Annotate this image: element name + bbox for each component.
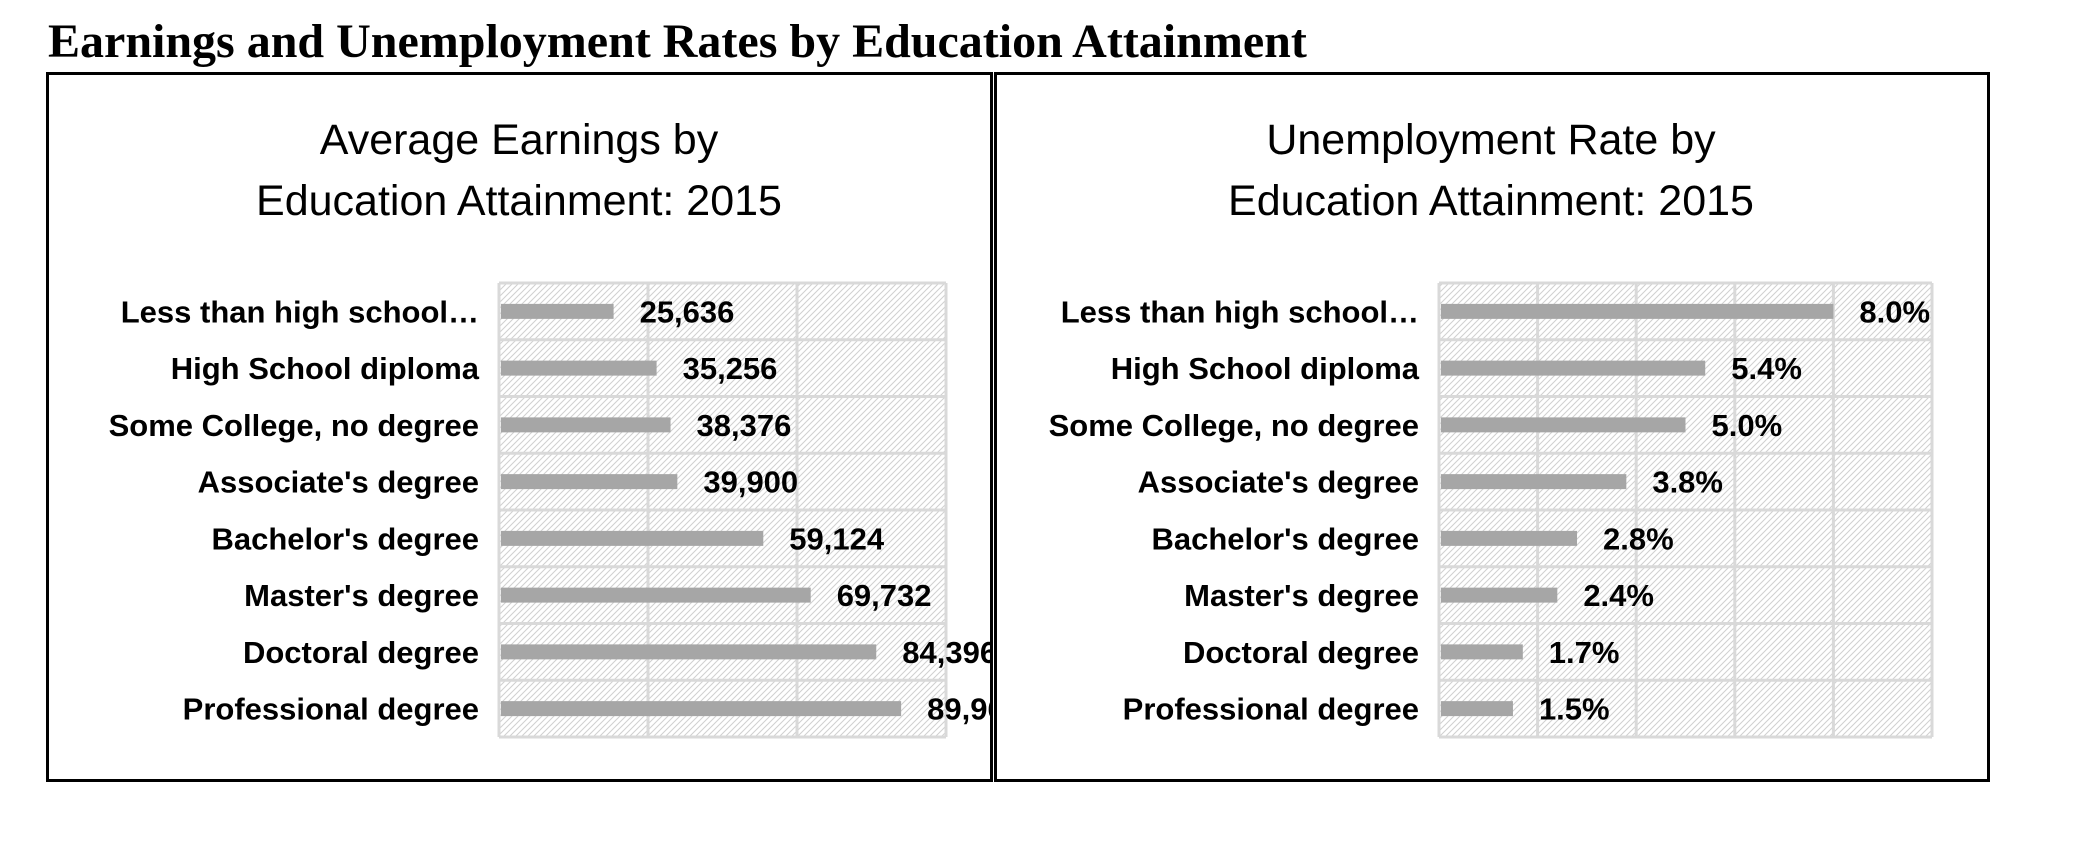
earnings-category-label: Doctoral degree: [243, 635, 479, 670]
earnings-category-label: Professional degree: [183, 692, 479, 727]
earnings-bar: [501, 474, 678, 490]
unemployment-data-label: 5.4%: [1731, 351, 1802, 386]
earnings-bar: [501, 303, 614, 319]
earnings-category-label: Master's degree: [244, 578, 479, 613]
earnings-category-label: High School diploma: [171, 351, 480, 386]
unemployment-category-label: Less than high school…: [1061, 294, 1419, 329]
unemployment-bar: [1441, 474, 1627, 490]
earnings-data-label: 89,960: [927, 692, 990, 727]
unemployment-data-label: 1.5%: [1539, 692, 1610, 727]
earnings-bar: [501, 701, 902, 717]
earnings-data-label: 59,124: [789, 521, 885, 556]
earnings-bar: [501, 587, 811, 603]
unemployment-category-label: Associate's degree: [1138, 465, 1419, 500]
unemployment-data-label: 2.4%: [1583, 578, 1654, 613]
earnings-category-label: Some College, no degree: [109, 408, 479, 443]
unemployment-chart-panel: Unemployment Rate by Education Attainmen…: [994, 72, 1990, 782]
unemployment-category-label: Master's degree: [1184, 578, 1419, 613]
earnings-data-label: 35,256: [683, 351, 778, 386]
unemployment-bar: [1441, 701, 1513, 717]
earnings-category-label: Bachelor's degree: [211, 521, 479, 556]
earnings-chart-panel: Average Earnings by Education Attainment…: [46, 72, 993, 782]
unemployment-category-label: Professional degree: [1123, 692, 1419, 727]
unemployment-bar: [1441, 644, 1523, 660]
earnings-chart-title-line-1: Average Earnings by: [320, 116, 719, 164]
unemployment-data-label: 3.8%: [1652, 465, 1723, 500]
unemployment-category-label: Bachelor's degree: [1151, 521, 1419, 556]
unemployment-chart-title-line-2: Education Attainment: 2015: [1228, 177, 1754, 225]
unemployment-category-label: High School diploma: [1111, 351, 1420, 386]
page-title: Earnings and Unemployment Rates by Educa…: [48, 15, 1307, 68]
earnings-data-label: 38,376: [697, 408, 792, 443]
unemployment-data-label: 1.7%: [1549, 635, 1620, 670]
earnings-data-label: 69,732: [837, 578, 932, 613]
unemployment-data-label: 8.0%: [1859, 294, 1930, 329]
earnings-data-label: 84,396: [902, 635, 990, 670]
unemployment-bar: [1441, 360, 1706, 376]
unemployment-category-label: Some College, no degree: [1049, 408, 1419, 443]
unemployment-data-label: 2.8%: [1603, 521, 1674, 556]
unemployment-bar: [1441, 303, 1834, 319]
earnings-category-label: Associate's degree: [198, 465, 479, 500]
unemployment-chart: Unemployment Rate by Education Attainmen…: [1049, 116, 1934, 739]
unemployment-bar: [1441, 587, 1558, 603]
unemployment-bar: [1441, 530, 1578, 546]
earnings-bar: [501, 360, 657, 376]
unemployment-category-label: Doctoral degree: [1183, 635, 1419, 670]
earnings-bar: [501, 530, 764, 546]
unemployment-bar: [1441, 417, 1686, 433]
earnings-bar: [501, 417, 671, 433]
earnings-bar: [501, 644, 877, 660]
earnings-data-label: 25,636: [640, 294, 735, 329]
unemployment-data-label: 5.0%: [1712, 408, 1783, 443]
earnings-category-label: Less than high school…: [121, 294, 479, 329]
earnings-chart: Average Earnings by Education Attainment…: [109, 116, 990, 739]
earnings-chart-title-line-2: Education Attainment: 2015: [256, 177, 782, 225]
unemployment-chart-title-line-1: Unemployment Rate by: [1266, 116, 1716, 164]
earnings-data-label: 39,900: [703, 465, 798, 500]
